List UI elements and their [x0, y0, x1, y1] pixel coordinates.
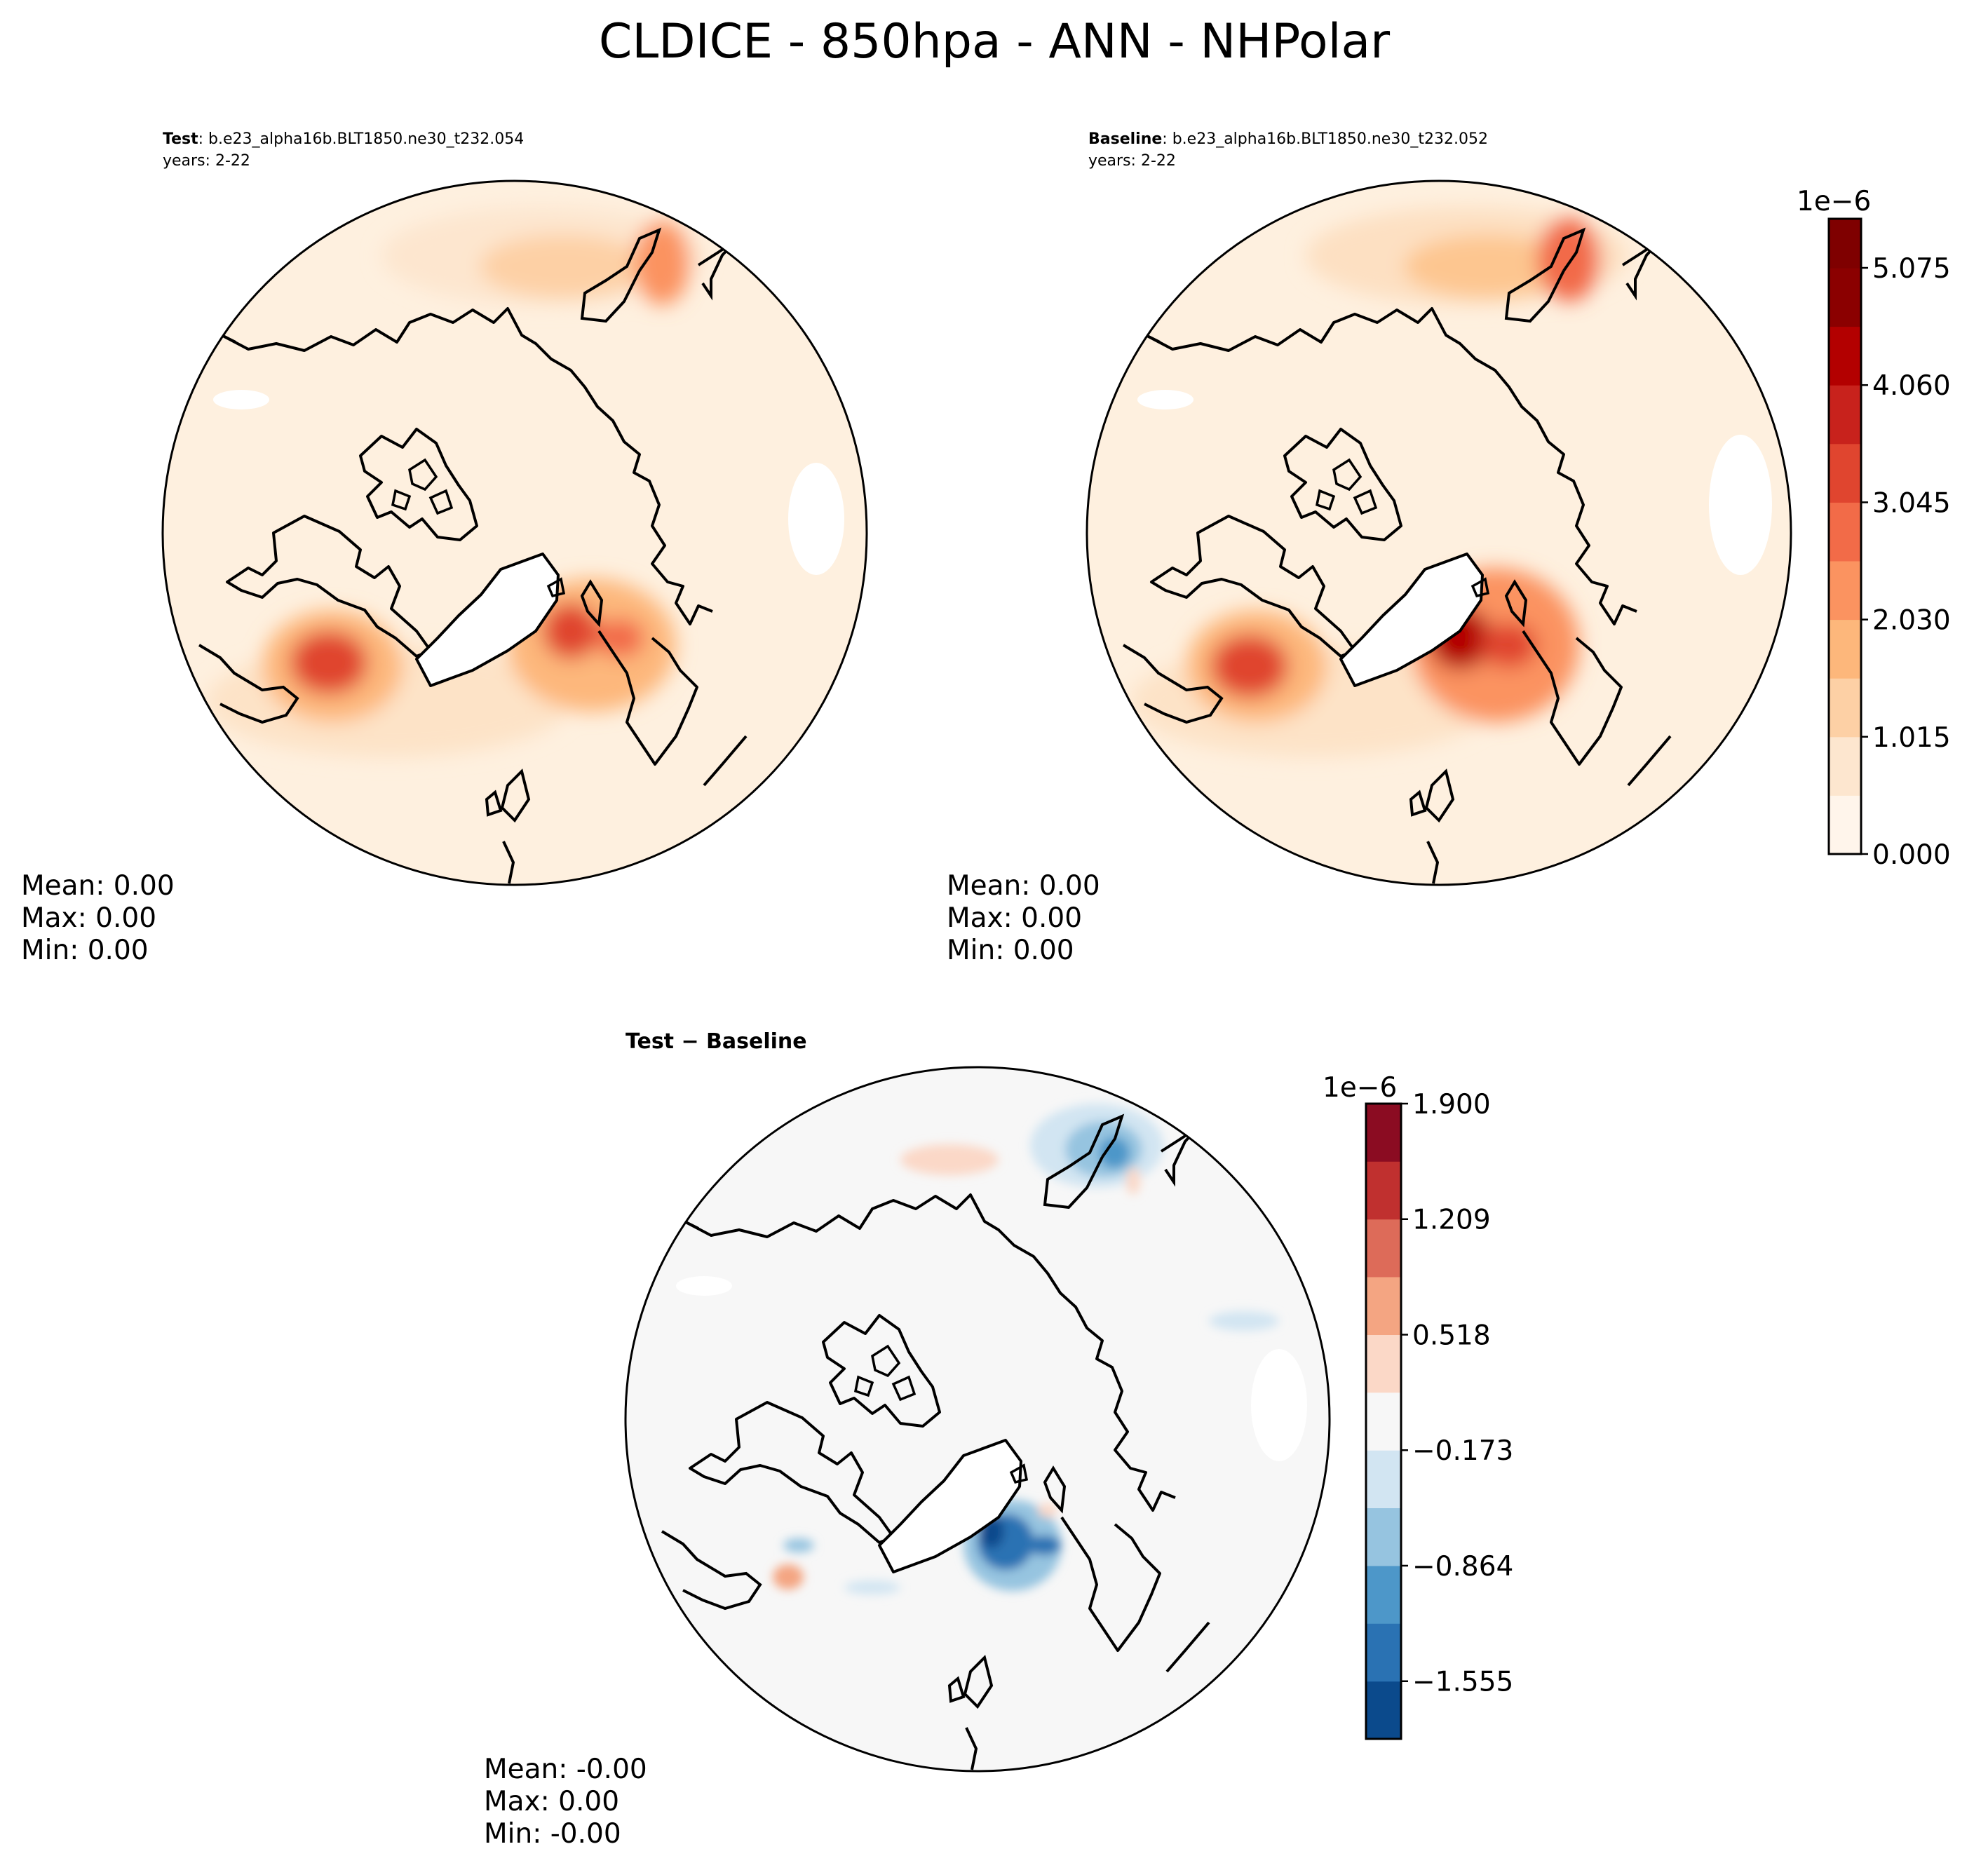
- colorbar-baseline-tick-label: 1.015: [1872, 722, 1951, 754]
- colorbar-baseline-frame: [1827, 217, 1862, 855]
- panel-test-max: Max: 0.00: [21, 902, 156, 934]
- colorbar-difference-swatch: [1366, 1681, 1401, 1740]
- panel-test-label: Test: [163, 130, 198, 148]
- panel-test-case: : b.e23_alpha16b.BLT1850.ne30_t232.054: [198, 130, 525, 148]
- colorbar-baseline-swatch: [1829, 385, 1861, 445]
- map-base-boundary: [1086, 179, 1792, 886]
- map-diff-missing-2: [1251, 1349, 1307, 1461]
- map-base-barents-core: [1481, 623, 1537, 668]
- map-diff-labrador-neg: [783, 1538, 814, 1552]
- colorbar-difference-tick-label: −0.864: [1412, 1551, 1513, 1583]
- colorbar-difference-swatch: [1366, 1277, 1401, 1335]
- map-diff-barents-pos: [1038, 1503, 1057, 1517]
- colorbar-baseline-swatches: [1829, 219, 1861, 855]
- colorbar-difference-tick-label: −0.173: [1412, 1435, 1513, 1467]
- colorbar-difference-swatch: [1366, 1507, 1401, 1566]
- colorbar-difference-swatch: [1366, 1623, 1401, 1682]
- colorbar-baseline-swatch: [1829, 219, 1861, 269]
- colorbar-baseline-ticks: 5.075 4.060 3.045 2.030 1.015 0.000: [1861, 253, 1951, 871]
- colorbar-baseline-tick-label: 0.000: [1872, 839, 1951, 871]
- colorbar-baseline-swatch: [1829, 795, 1861, 855]
- map-diff-atlantic-neg: [844, 1580, 900, 1594]
- panel-baseline-min: Min: 0.00: [947, 935, 1074, 966]
- colorbar-difference: 1e−6 1.900 1.209 0.518 −0.173 −0.864 −1.555: [1323, 1072, 1513, 1740]
- panel-test-min: Min: 0.00: [21, 935, 149, 966]
- colorbar-baseline-tick-label: 2.030: [1872, 605, 1951, 637]
- map-diff-labrador-pos: [773, 1564, 804, 1590]
- map-test-barents-core: [595, 618, 644, 658]
- colorbar-baseline-swatch: [1829, 502, 1861, 562]
- panel-baseline-case: : b.e23_alpha16b.BLT1850.ne30_t232.052: [1162, 130, 1488, 148]
- map-diff-boundary: [624, 1066, 1331, 1773]
- map-diff-barents-core: [1027, 1536, 1061, 1555]
- map-diff-siberia-neg: [1209, 1311, 1279, 1331]
- panel-difference-header: Test − Baseline: [626, 1029, 807, 1054]
- colorbar-difference-swatch: [1366, 1392, 1401, 1451]
- map-diff-pacific-pos: [900, 1144, 999, 1175]
- colorbar-baseline-swatch: [1829, 619, 1861, 679]
- colorbar-baseline-tick-label: 3.045: [1872, 487, 1951, 519]
- map-test-labrador-core: [290, 631, 367, 694]
- map-diff-east-pos: [1126, 1167, 1140, 1195]
- panel-test-years: years: 2-22: [163, 152, 250, 170]
- panel-baseline-mean: Mean: 0.00: [947, 870, 1100, 902]
- colorbar-baseline-swatch: [1829, 561, 1861, 621]
- colorbar-baseline-scale: 1e−6: [1797, 186, 1871, 217]
- colorbar-difference-swatch: [1366, 1450, 1401, 1509]
- colorbar-baseline-tick-label: 4.060: [1872, 370, 1951, 402]
- colorbar-difference-frame: [1365, 1102, 1402, 1740]
- figure-title: CLDICE - 850hpa - ANN - NHPolar: [599, 14, 1390, 69]
- colorbar-difference-tick-label: 1.209: [1412, 1205, 1491, 1236]
- map-test-greenland-sea-core: [543, 603, 599, 659]
- map-test-bering-mid: [480, 235, 648, 298]
- map-base-missing-2: [1709, 435, 1772, 575]
- colorbar-baseline-swatch: [1829, 736, 1861, 796]
- panel-test-header: Test: b.e23_alpha16b.BLT1850.ne30_t232.0…: [163, 130, 524, 148]
- colorbar-baseline-tick-label: 5.075: [1872, 253, 1951, 285]
- map-base-labrador-core: [1211, 635, 1288, 698]
- map-test-boundary: [161, 179, 868, 886]
- colorbar-difference-swatch: [1366, 1565, 1401, 1624]
- map-test-bering-core: [634, 221, 690, 305]
- panel-baseline-years: years: 2-22: [1088, 152, 1176, 170]
- panel-difference-max: Max: 0.00: [484, 1786, 619, 1817]
- panel-test: Test: b.e23_alpha16b.BLT1850.ne30_t232.0…: [21, 130, 868, 966]
- map-diff-field: [626, 1067, 1330, 1771]
- colorbar-baseline: 1e−6 5.075 4.060 3.045 2.030 1.015 0.000: [1797, 186, 1951, 871]
- panel-baseline-max: Max: 0.00: [947, 902, 1082, 934]
- map-test-missing-1: [213, 390, 269, 409]
- colorbar-baseline-swatch: [1829, 268, 1861, 327]
- map-base-bering-core: [1537, 217, 1600, 301]
- panel-difference-min: Min: -0.00: [484, 1818, 621, 1850]
- map-diff-bering-core: [1099, 1137, 1130, 1168]
- colorbar-difference-ticks: 1.900 1.209 0.518 −0.173 −0.864 −1.555: [1401, 1089, 1513, 1698]
- colorbar-difference-swatches: [1366, 1104, 1401, 1740]
- colorbar-difference-swatch: [1366, 1104, 1401, 1162]
- colorbar-baseline-swatch: [1829, 326, 1861, 386]
- map-diff-missing-1: [676, 1276, 732, 1296]
- panel-baseline-header: Baseline: b.e23_alpha16b.BLT1850.ne30_t2…: [1088, 130, 1488, 148]
- map-base-bering-mid: [1404, 235, 1572, 298]
- panel-difference: Test − Baseline: [484, 1029, 1331, 1850]
- colorbar-difference-swatch: [1366, 1161, 1401, 1220]
- colorbar-difference-tick-label: 1.900: [1412, 1089, 1491, 1120]
- colorbar-baseline-swatch: [1829, 443, 1861, 503]
- panel-test-mean: Mean: 0.00: [21, 870, 175, 902]
- colorbar-difference-tick-label: −1.555: [1412, 1667, 1513, 1698]
- map-test-missing-2: [788, 463, 844, 575]
- colorbar-difference-scale: 1e−6: [1323, 1072, 1397, 1104]
- panel-baseline-label: Baseline: [1088, 130, 1162, 148]
- colorbar-difference-tick-label: 0.518: [1412, 1320, 1491, 1351]
- panel-baseline: Baseline: b.e23_alpha16b.BLT1850.ne30_t2…: [947, 130, 1792, 966]
- panel-difference-mean: Mean: -0.00: [484, 1754, 647, 1785]
- map-base-missing-1: [1137, 390, 1194, 409]
- colorbar-difference-swatch: [1366, 1334, 1401, 1393]
- colorbar-difference-swatch: [1366, 1219, 1401, 1278]
- colorbar-baseline-swatch: [1829, 678, 1861, 738]
